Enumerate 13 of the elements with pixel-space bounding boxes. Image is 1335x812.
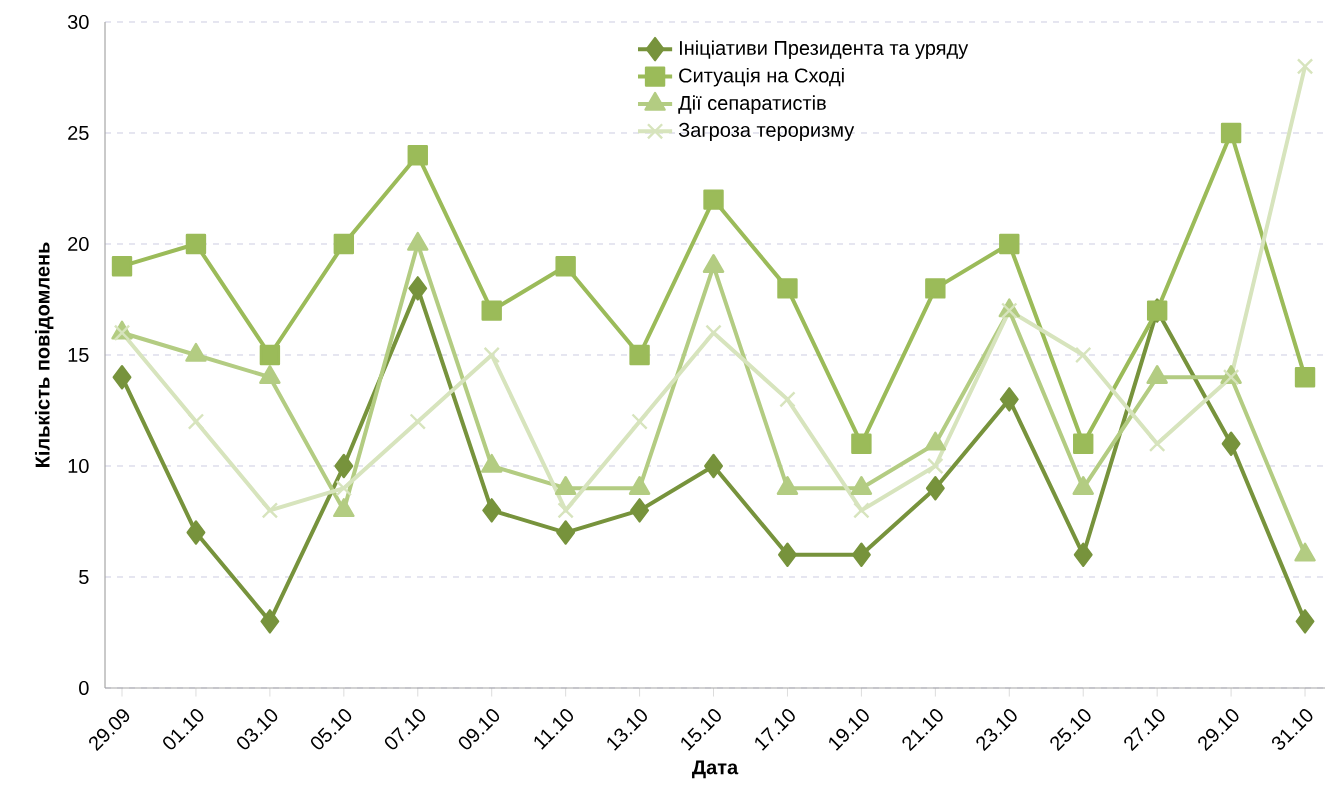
legend-label: Ініціативи Президента та уряду [679, 40, 969, 60]
y-tick-label: 20 [68, 236, 89, 252]
y-tick-label: 30 [67, 14, 89, 30]
legend-label: Загроза тероризму [678, 122, 855, 141]
y-tick-label: 0 [79, 680, 89, 696]
legend-label: Дії сепаратистів [678, 95, 826, 114]
y-tick-label: 10 [68, 458, 89, 474]
y-axis-title: Кількість повідомлень [34, 242, 54, 467]
y-tick-label: 25 [68, 125, 89, 141]
x-axis-title: Дата [692, 760, 739, 779]
y-tick-label: 15 [68, 348, 89, 362]
y-tick-label: 5 [79, 570, 89, 584]
legend-label: Ситуація на Сході [679, 67, 844, 87]
